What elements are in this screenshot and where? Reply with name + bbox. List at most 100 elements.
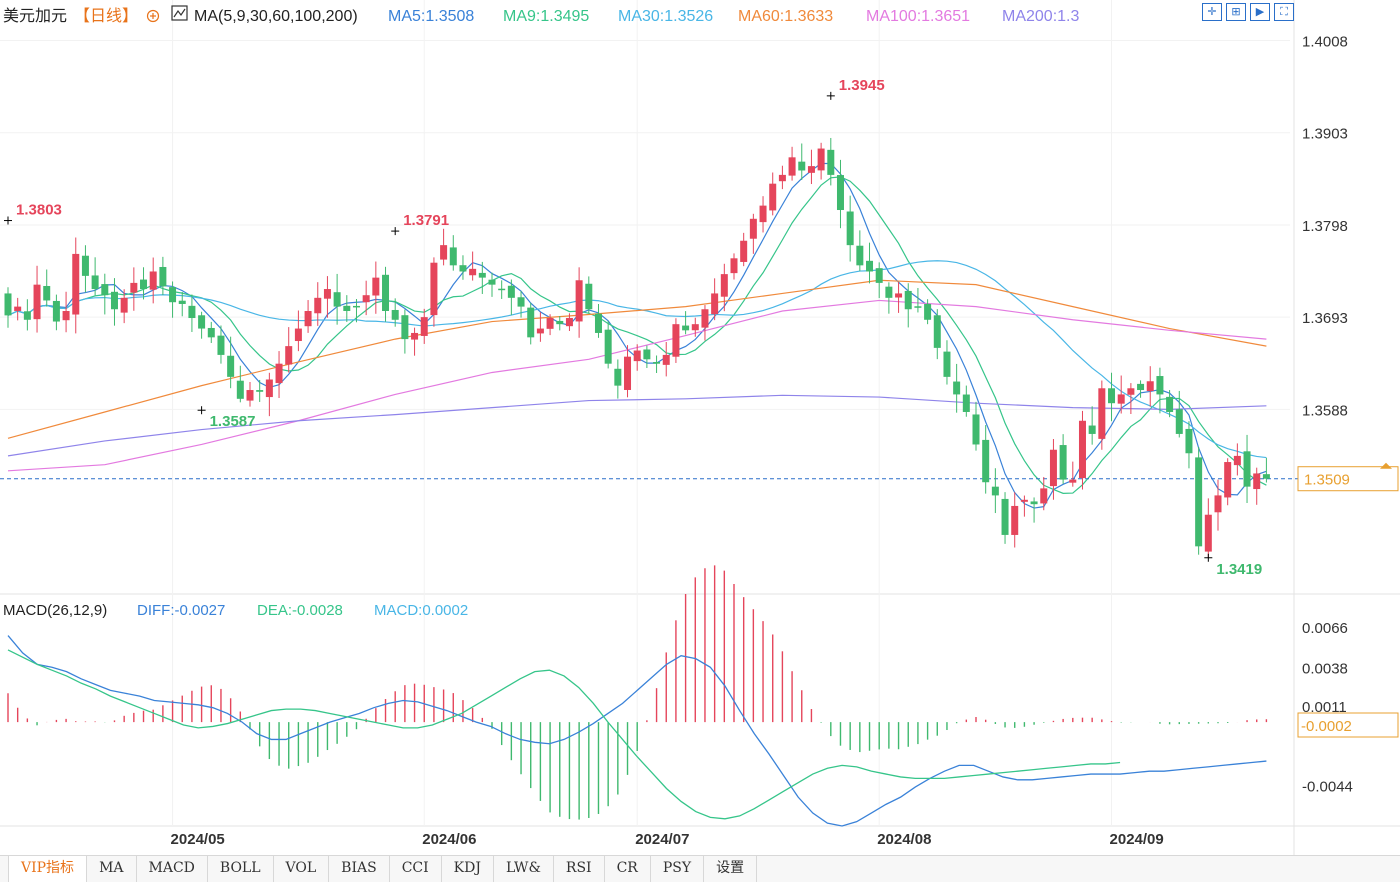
candle-body [904, 290, 912, 310]
candle-body [323, 289, 331, 299]
candle-body [1233, 455, 1241, 466]
date-tick-label: 2024/09 [1110, 831, 1164, 848]
candle-body [895, 293, 903, 298]
candle-body [1069, 479, 1077, 483]
candle-body [711, 293, 719, 315]
candle-body [1214, 495, 1222, 513]
candle-body [1127, 388, 1135, 395]
candle-body [1001, 498, 1009, 535]
price-tick-label: 1.3588 [1302, 402, 1348, 419]
candle-body [440, 245, 448, 260]
ma-line [7, 394, 1267, 457]
candle-body [546, 318, 554, 329]
candle-body [391, 309, 399, 320]
candle-body [691, 324, 699, 331]
annotation-label: 1.3791 [403, 212, 449, 229]
candle-body [1088, 425, 1096, 434]
tab-11[interactable]: PSY [651, 856, 705, 882]
candle-body [517, 297, 525, 307]
macd-diff-value: DIFF:-0.0027 [137, 602, 225, 619]
ma-line [7, 176, 1267, 494]
play-icon[interactable]: ▶ [1250, 3, 1270, 21]
macd-diff-line [7, 635, 1267, 827]
candle-body [23, 311, 31, 320]
candle-body [672, 324, 680, 357]
candle-body [633, 350, 641, 362]
candle-body [807, 166, 815, 173]
ma-legend-item: MA200:1.3 [1002, 8, 1079, 25]
candle-body [333, 292, 341, 307]
expand-icon[interactable]: ⊞ [1226, 3, 1246, 21]
ma-legend-item: MA9:1.3495 [503, 8, 589, 25]
candle-body [304, 311, 312, 327]
annotation-label: 1.3587 [210, 413, 256, 430]
candle-body [701, 309, 709, 328]
candle-body [1146, 381, 1154, 392]
macd-dea-line [7, 649, 1121, 820]
date-axis: 2024/05 2024/06 2024/07 2024/08 2024/09 [171, 831, 1164, 848]
tab-12[interactable]: 设置 [704, 856, 758, 882]
candle-body [885, 286, 893, 298]
tab-9[interactable]: RSI [554, 856, 605, 882]
price-tick-label: 1.3903 [1302, 126, 1348, 143]
candle-body [33, 284, 41, 320]
candle-body [933, 315, 941, 348]
candle-body [982, 439, 990, 483]
candle-body [759, 205, 767, 223]
candle-body [1137, 383, 1145, 391]
candle-body [1204, 514, 1212, 552]
ma-legend-item: MA60:1.3633 [738, 8, 833, 25]
candle-body [682, 325, 690, 331]
candle-body [343, 305, 351, 311]
candle-body [1059, 445, 1067, 480]
candle-body [778, 174, 786, 182]
ma-line [7, 279, 1267, 439]
candle-body [1262, 474, 1270, 479]
tab-5[interactable]: BIAS [329, 856, 390, 882]
price-axis: 1.4008 1.3903 1.3798 1.3693 1.3588 1.3509 [1297, 34, 1399, 492]
tab-0[interactable]: VIP指标 [9, 856, 88, 882]
candle-body [875, 268, 883, 283]
candle-body [382, 274, 390, 311]
tab-4[interactable]: VOL [274, 856, 330, 882]
symbol-title: 美元加元 [3, 7, 67, 25]
candle-body [14, 306, 22, 311]
candle-body [827, 149, 835, 175]
tab-3[interactable]: BOLL [208, 856, 274, 882]
candle-body [217, 335, 225, 355]
crosshair-icon[interactable]: ✛ [1202, 3, 1222, 21]
candle-body [1156, 376, 1164, 395]
candle-body [720, 274, 728, 297]
macd-dea-value: DEA:-0.0028 [257, 602, 343, 619]
candle-body [401, 315, 409, 340]
tab-2[interactable]: MACD [137, 856, 208, 882]
candle-body [624, 356, 632, 390]
fullscreen-icon[interactable]: ⛶ [1274, 3, 1294, 21]
date-tick-label: 2024/06 [422, 831, 476, 848]
price-tick-label: 1.4008 [1302, 34, 1348, 51]
candle-body [643, 349, 651, 360]
candle-body [653, 362, 661, 364]
candle-body [498, 288, 506, 291]
tab-7[interactable]: KDJ [442, 856, 494, 882]
candle-body [575, 280, 583, 322]
candle-body [72, 253, 80, 315]
candle-body [1166, 396, 1174, 412]
tab-8[interactable]: LW& [494, 856, 554, 882]
candle-body [943, 351, 951, 377]
candle-body [140, 279, 148, 290]
tab-10[interactable]: CR [605, 856, 651, 882]
period-label[interactable]: 【日线】 [74, 7, 138, 25]
tab-6[interactable]: CCI [390, 856, 442, 882]
macd-hist-value: MACD:0.0002 [374, 602, 468, 619]
tab-1[interactable]: MA [87, 856, 137, 882]
chart-canvas[interactable]: 1.3803 1.3587 1.3791 1.3945 1.3419 1.4008 1.3… [0, 0, 1400, 855]
candle-body [953, 381, 961, 395]
macd-panel [7, 565, 1268, 827]
candle-body [469, 268, 477, 276]
indicator-chart-icon[interactable] [171, 5, 188, 21]
settings-icon[interactable] [146, 9, 160, 23]
tab-bar-edge [0, 856, 9, 882]
candle-body [740, 240, 748, 262]
